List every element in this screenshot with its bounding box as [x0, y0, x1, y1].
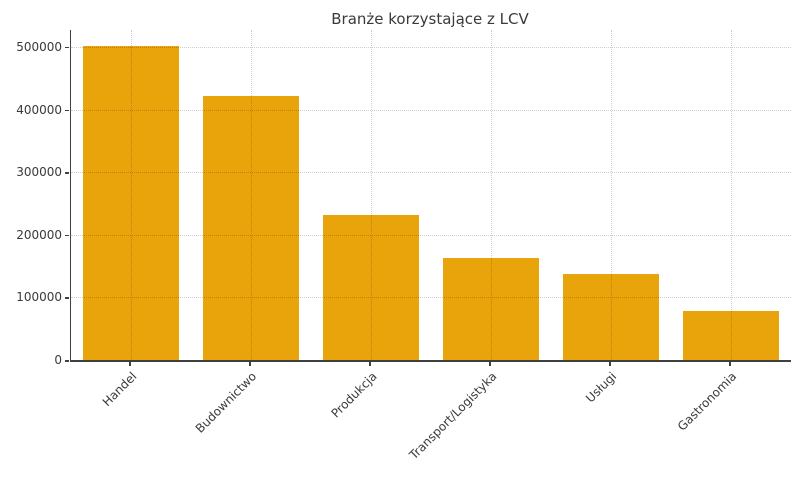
gridline-horizontal	[71, 109, 791, 111]
gridline-vertical	[131, 30, 132, 360]
x-tick-label: Produkcja	[327, 369, 380, 421]
y-tick-mark	[65, 109, 69, 112]
gridline-vertical	[251, 30, 252, 360]
x-tick-mark	[729, 362, 731, 366]
y-tick-label: 400000	[16, 102, 62, 117]
x-tick-mark	[369, 362, 371, 366]
bar-budownictwo	[203, 96, 299, 360]
y-tick-label: 100000	[16, 290, 62, 305]
y-tick-label: 200000	[16, 227, 62, 242]
bar-gastronomia	[683, 311, 779, 360]
gridline-horizontal	[71, 297, 791, 299]
y-tick-mark	[65, 297, 69, 299]
gridline-vertical	[731, 30, 732, 360]
chart-title: Branże korzystające z LCV	[331, 10, 529, 28]
gridline-vertical	[491, 30, 492, 360]
y-tick-mark	[65, 360, 69, 362]
y-tick-label: 300000	[16, 165, 62, 180]
x-tick-label: Handel	[99, 369, 140, 410]
bar-handel	[83, 45, 179, 360]
x-tick-mark	[249, 362, 251, 366]
gridline-vertical	[371, 30, 372, 360]
x-tick-label: Transport/Logistyka	[406, 369, 500, 463]
gridline-vertical	[611, 30, 612, 360]
y-tick-label: 500000	[16, 39, 62, 54]
x-tick-label: Usługi	[583, 369, 620, 406]
x-tick-label: Budownictwo	[192, 369, 260, 436]
gridline-horizontal	[71, 234, 791, 236]
gridline-horizontal	[71, 46, 791, 48]
bar-produkcja	[323, 214, 419, 360]
x-tick-mark	[609, 362, 611, 366]
y-tick-label: 0	[54, 353, 62, 367]
y-tick-mark	[65, 172, 69, 174]
y-tick-mark	[65, 46, 69, 49]
plot-area	[70, 30, 791, 362]
y-tick-mark	[65, 234, 69, 237]
bar-transport-logistyka	[443, 257, 539, 360]
gridline-horizontal	[71, 172, 791, 174]
bar-us-ugi	[563, 273, 659, 360]
x-tick-mark	[489, 362, 491, 366]
x-tick-label: Gastronomia	[674, 369, 740, 434]
x-tick-mark	[129, 362, 131, 366]
